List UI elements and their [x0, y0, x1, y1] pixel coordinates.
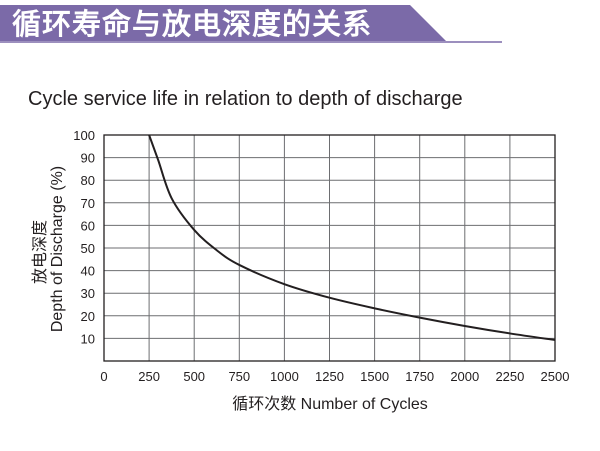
x-tick-label: 2250: [495, 369, 524, 384]
title-banner: [0, 5, 502, 43]
y-tick-label: 100: [73, 128, 95, 143]
y-tick-label: 40: [81, 264, 95, 279]
x-tick-label: 2500: [541, 369, 570, 384]
x-tick-label: 750: [228, 369, 250, 384]
y-tick-label: 50: [81, 241, 95, 256]
x-axis-label: 循环次数 Number of Cycles: [232, 396, 428, 413]
banner-title: 循环寿命与放电深度的关系: [12, 7, 373, 41]
series-line: [148, 134, 556, 341]
x-tick-label: 1500: [360, 369, 389, 384]
y-tick-label: 20: [81, 309, 95, 324]
x-tick-label: 1750: [405, 369, 434, 384]
chart-title: Cycle service life in relation to depth …: [28, 88, 463, 110]
plot-frame: [103, 134, 556, 362]
x-tick-label: 2000: [450, 369, 479, 384]
x-tick-label: 1000: [270, 369, 299, 384]
y-tick-label: 70: [81, 196, 95, 211]
x-tick-label: 1250: [315, 369, 344, 384]
y-tick-label: 80: [81, 173, 95, 188]
y-axis-label-cn: 放电深度: [32, 220, 49, 285]
y-axis-label: Depth of Discharge (%): [49, 165, 66, 333]
y-tick-label: 10: [81, 331, 95, 346]
x-tick-label: 250: [138, 369, 160, 384]
x-tick-label: 0: [100, 369, 107, 384]
y-tick-label: 30: [81, 286, 95, 301]
y-tick-label: 90: [81, 151, 95, 166]
y-tick-label: 60: [81, 218, 95, 233]
x-tick-label: 500: [183, 369, 205, 384]
